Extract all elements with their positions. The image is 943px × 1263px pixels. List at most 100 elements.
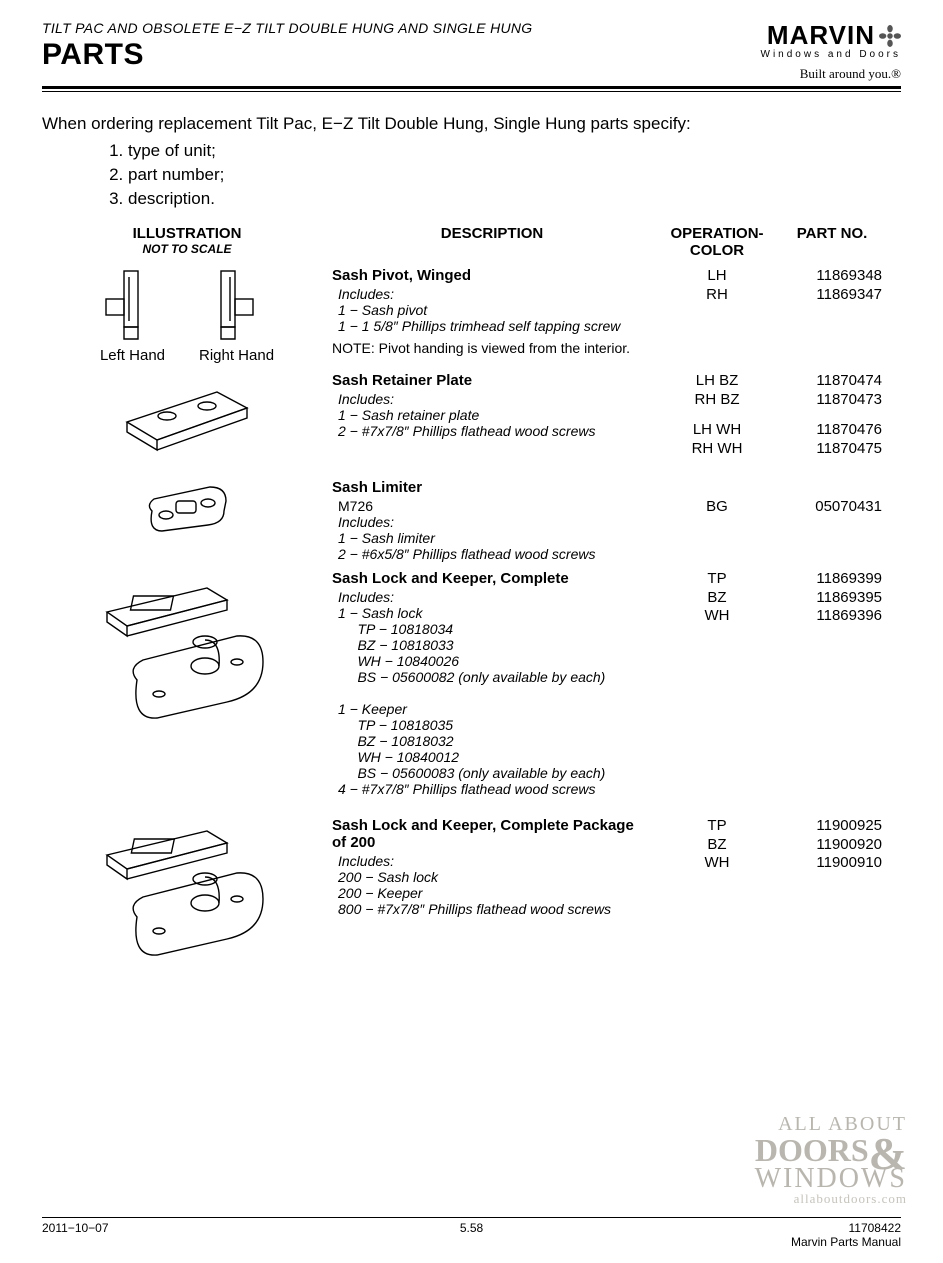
pn-line: 11869348 [782, 267, 882, 286]
page-header: TILT PAC AND OBSOLETE E−Z TILT DOUBLE HU… [42, 20, 901, 82]
note-text: NOTE: Pivot handing is viewed from the i… [332, 340, 652, 356]
footer-rule [42, 1217, 901, 1218]
includes-item: 1 − 1 5/8″ Phillips trimhead self tappin… [338, 318, 652, 334]
op-line: LH BZ [652, 372, 782, 391]
pn-line: 11900910 [782, 854, 882, 873]
col-partno-header: PART NO. [782, 225, 882, 259]
includes-label: Includes: [338, 589, 652, 605]
op-line: BG [652, 498, 782, 517]
includes-item: 1 − Sash limiter [338, 530, 652, 546]
includes-label: Includes: [338, 286, 652, 302]
includes-item [338, 685, 652, 701]
part-row-sash-limiter: Sash Limiter M726 Includes: 1 − Sash lim… [42, 479, 901, 562]
pn-line [782, 479, 882, 498]
includes-item: BS − 05600083 (only available by each) [338, 765, 652, 781]
footer-docname: Marvin Parts Manual [791, 1235, 901, 1249]
includes-item: 200 − Keeper [338, 885, 652, 901]
pn-line: 11870474 [782, 372, 882, 391]
partno-sash-pivot: 11869348 11869347 [782, 267, 882, 317]
pn-line: 05070431 [782, 498, 882, 517]
includes-item: 1 − Sash lock [338, 605, 652, 621]
description-retainer-plate: Sash Retainer Plate Includes: 1 − Sash r… [332, 372, 652, 439]
includes-item: 1 − Sash retainer plate [338, 407, 652, 423]
op-line: TP [652, 570, 782, 589]
col-operation-header: OPERATION- COLOR [652, 225, 782, 259]
illustration-retainer-plate [42, 372, 332, 462]
col-illustration-header: ILLUSTRATION NOT TO SCALE [42, 225, 332, 259]
includes-item: 800 − #7x7/8″ Phillips flathead wood scr… [338, 901, 652, 917]
includes-item: 1 − Keeper [338, 701, 652, 717]
op-line [652, 479, 782, 498]
partno-sash-limiter: 05070431 [782, 479, 882, 529]
operation-sash-limiter: BG [652, 479, 782, 529]
op-line: BZ [652, 589, 782, 608]
partno-retainer-plate: 11870474 11870473 11870476 11870475 [782, 372, 882, 471]
op-line: LH WH [652, 421, 782, 440]
page-footer: 2011−10−07 5.58 11708422 Marvin Parts Ma… [42, 1217, 901, 1249]
intro-list: type of unit; part number; description. [128, 140, 901, 211]
caption-right-hand: Right Hand [199, 347, 274, 364]
brand-tagline: Built around you.® [761, 66, 901, 82]
part-title: Sash Limiter [332, 479, 652, 496]
pn-line: 11870475 [782, 440, 882, 459]
operation-lock-keeper-200: TP BZ WH [652, 817, 782, 885]
operation-lock-keeper: TP BZ WH [652, 570, 782, 638]
includes-item: BS − 05600082 (only available by each) [338, 669, 652, 685]
op-line: LH [652, 267, 782, 286]
pn-line: 11869399 [782, 570, 882, 589]
op-line: RH BZ [652, 391, 782, 410]
column-headers: ILLUSTRATION NOT TO SCALE DESCRIPTION OP… [42, 225, 901, 259]
operation-retainer-plate: LH BZ RH BZ LH WH RH WH [652, 372, 782, 471]
part-row-sash-pivot: Left Hand Right Hand Sash Pivot, Winged … [42, 267, 901, 364]
op-line: BZ [652, 836, 782, 855]
description-sash-pivot: Sash Pivot, Winged Includes: 1 − Sash pi… [332, 267, 652, 356]
sub-label: M726 [338, 498, 652, 514]
pn-line: 11900920 [782, 836, 882, 855]
partno-lock-keeper-200: 11900925 11900920 11900910 [782, 817, 882, 885]
pn-line: 11900925 [782, 817, 882, 836]
pn-line: 11869396 [782, 607, 882, 626]
op-line: RH [652, 286, 782, 305]
illustration-lock-keeper [42, 570, 332, 740]
watermark: ALL ABOUT DOORS& WINDOWS allaboutdoors.c… [755, 1113, 907, 1207]
pn-line: 11870476 [782, 421, 882, 440]
includes-item: 1 − Sash pivot [338, 302, 652, 318]
includes-item: BZ − 10818032 [338, 733, 652, 749]
op-line: WH [652, 854, 782, 873]
op-line: TP [652, 817, 782, 836]
part-title: Sash Retainer Plate [332, 372, 652, 389]
includes-item: TP − 10818035 [338, 717, 652, 733]
includes-item: BZ − 10818033 [338, 637, 652, 653]
illustration-right-hand: Right Hand [199, 267, 274, 364]
illustration-sash-pivot: Left Hand Right Hand [42, 267, 332, 364]
header-rule-thick [42, 86, 901, 89]
description-lock-keeper: Sash Lock and Keeper, Complete Includes:… [332, 570, 652, 797]
op-line: RH WH [652, 440, 782, 459]
doc-category: TILT PAC AND OBSOLETE E−Z TILT DOUBLE HU… [42, 20, 761, 36]
includes-item: WH − 10840026 [338, 653, 652, 669]
part-row-lock-keeper: Sash Lock and Keeper, Complete Includes:… [42, 570, 901, 797]
brand-name: MARVIN [767, 20, 875, 51]
includes-label: Includes: [338, 514, 652, 530]
includes-item: WH − 10840012 [338, 749, 652, 765]
illustration-sash-limiter [42, 479, 332, 539]
pn-line: 11869347 [782, 286, 882, 305]
includes-item: 2 − #6x5/8″ Phillips flathead wood screw… [338, 546, 652, 562]
includes-item: 2 − #7x7/8″ Phillips flathead wood screw… [338, 423, 652, 439]
partno-lock-keeper: 11869399 11869395 11869396 [782, 570, 882, 638]
part-title: Sash Lock and Keeper, Complete [332, 570, 652, 587]
pn-line: 11869395 [782, 589, 882, 608]
intro-item: type of unit; [128, 140, 901, 163]
intro-item: part number; [128, 164, 901, 187]
col-ill-label: ILLUSTRATION [133, 225, 242, 242]
includes-label: Includes: [338, 853, 652, 869]
includes-item: 4 − #7x7/8″ Phillips flathead wood screw… [338, 781, 652, 797]
includes-item: 200 − Sash lock [338, 869, 652, 885]
description-lock-keeper-200: Sash Lock and Keeper, Complete Package o… [332, 817, 652, 917]
includes-item: TP − 10818034 [338, 621, 652, 637]
intro-item: description. [128, 188, 901, 211]
part-title: Sash Lock and Keeper, Complete Package o… [332, 817, 652, 851]
header-left: TILT PAC AND OBSOLETE E−Z TILT DOUBLE HU… [42, 20, 761, 72]
pn-line: 11870473 [782, 391, 882, 410]
watermark-line3: WINDOWS [755, 1166, 907, 1191]
